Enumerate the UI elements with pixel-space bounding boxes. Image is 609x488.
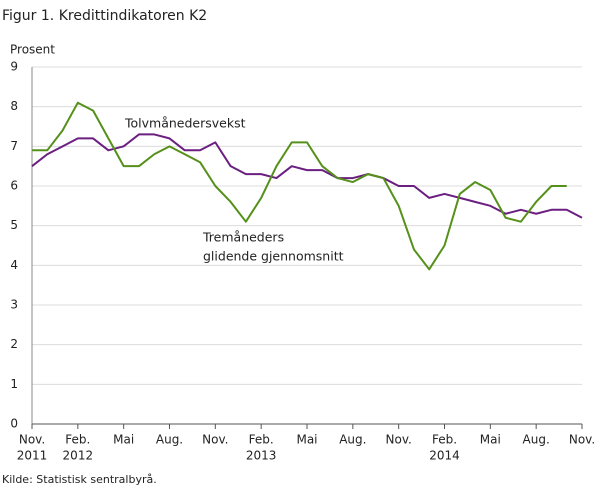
x-tick-label: Feb.	[65, 433, 90, 447]
source: Kilde: Statistisk sentralbyrå.	[2, 473, 157, 486]
y-tick-label: 9	[10, 60, 18, 74]
x-tick-label: Nov.	[19, 433, 45, 447]
y-axis-label: Prosent	[10, 43, 55, 57]
x-tick-label: Aug.	[523, 433, 550, 447]
x-tick-label: Nov.	[569, 433, 595, 447]
annotation: glidende gjennomsnitt	[203, 249, 344, 264]
x-tick-label: Feb.	[432, 433, 457, 447]
y-tick-label: 5	[10, 218, 18, 232]
x-tick-label: Nov.	[386, 433, 412, 447]
series-line	[31, 133, 583, 219]
x-tick-label: Mai	[296, 433, 317, 447]
y-tick-label: 6	[10, 179, 18, 193]
x-tick-label: Nov.	[202, 433, 228, 447]
x-tick-label: Mai	[480, 433, 501, 447]
x-year-label: 2011	[17, 449, 48, 463]
x-year-label: 2012	[63, 449, 94, 463]
y-tick-label: 7	[10, 139, 18, 153]
series-line	[32, 101, 567, 271]
y-tick-label: 1	[10, 377, 18, 391]
x-year-label: 2013	[246, 449, 277, 463]
x-tick-label: Aug.	[156, 433, 183, 447]
chart-title: Figur 1. Kredittindikatoren K2	[2, 8, 207, 24]
y-tick-label: 3	[10, 298, 18, 312]
x-year-label: 2014	[429, 449, 460, 463]
annotation: Tolvmånedersvekst	[124, 116, 246, 131]
y-tick-label: 4	[10, 258, 18, 272]
annotation: Tremåneders	[202, 230, 284, 245]
y-tick-label: 0	[10, 417, 18, 431]
x-tick-label: Mai	[113, 433, 134, 447]
x-tick-label: Feb.	[249, 433, 274, 447]
x-tick-label: Aug.	[339, 433, 366, 447]
y-tick-label: 2	[10, 337, 18, 351]
y-tick-label: 8	[10, 99, 18, 113]
